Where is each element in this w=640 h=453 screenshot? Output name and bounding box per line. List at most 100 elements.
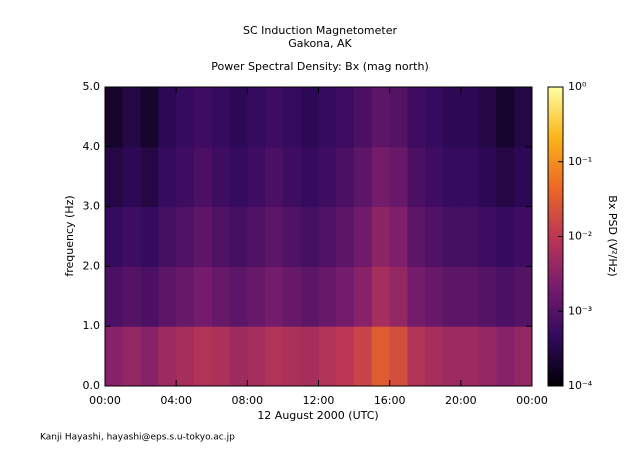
heatmap-cell <box>193 326 213 387</box>
colorbar-tick-label: 10⁰ <box>568 80 587 93</box>
heatmap-cell <box>478 266 497 327</box>
heatmap-cell <box>105 206 124 267</box>
x-tick-label: 00:00 <box>89 394 121 407</box>
heatmap-cell <box>158 326 177 387</box>
heatmap-cell <box>514 206 533 267</box>
heatmap-cell <box>229 326 248 387</box>
heatmap-cell <box>265 206 284 267</box>
x-tick-label: 20:00 <box>445 394 477 407</box>
heatmap-cell <box>407 87 426 148</box>
heatmap-cell <box>443 146 462 208</box>
heatmap-cell <box>407 206 426 267</box>
x-tick-label: 16:00 <box>374 394 406 407</box>
heatmap-cell <box>282 206 302 267</box>
heatmap-cell <box>229 87 248 148</box>
heatmap-cell <box>460 326 480 387</box>
heatmap-cell <box>496 146 515 208</box>
y-tick-label: 5.0 <box>83 80 101 93</box>
heatmap-cell <box>300 146 319 208</box>
colorbar-label: Bx PSD (V²/Hz) <box>606 195 619 276</box>
x-tick-label: 08:00 <box>231 394 263 407</box>
heatmap-cell <box>122 206 142 267</box>
heatmap-cell <box>354 146 373 208</box>
heatmap-cell <box>478 146 497 208</box>
x-axis-label: 12 August 2000 (UTC) <box>257 409 378 422</box>
y-tick-label: 0.0 <box>83 379 101 392</box>
heatmap-cell <box>105 87 124 148</box>
colorbar-tick-label: 10⁻³ <box>568 304 592 317</box>
heatmap-cell <box>105 146 124 208</box>
heatmap-cell <box>265 326 284 387</box>
heatmap-cell <box>336 266 355 327</box>
heatmap-cell <box>300 266 319 327</box>
heatmap-cell <box>425 326 444 387</box>
heatmap-cell <box>122 326 142 387</box>
heatmap-cell <box>105 266 124 327</box>
heatmap-cell <box>158 146 177 208</box>
heatmap-cell <box>193 146 213 208</box>
x-tick-label: 12:00 <box>303 394 335 407</box>
heatmap-cell <box>389 206 408 267</box>
heatmap-cell <box>282 146 302 208</box>
heatmap-cell <box>122 87 142 148</box>
heatmap-cell <box>211 266 231 327</box>
heatmap-cell <box>140 266 159 327</box>
heatmap-cell <box>158 266 177 327</box>
heatmap-cell <box>425 266 444 327</box>
heatmap-cell <box>371 266 391 327</box>
heatmap-cell <box>247 87 266 148</box>
heatmap-cell <box>318 266 337 327</box>
heatmap-cell <box>354 206 373 267</box>
heatmap-cell <box>318 87 337 148</box>
heatmap-cell <box>336 146 355 208</box>
heatmap-cell <box>211 87 231 148</box>
heatmap-cell <box>354 326 373 387</box>
heatmap-cell <box>176 146 195 208</box>
heatmap-cell <box>211 146 231 208</box>
heatmap-cell <box>158 87 177 148</box>
heatmap-cell <box>265 266 284 327</box>
heatmap-cell <box>140 206 159 267</box>
heatmap-cell <box>478 206 497 267</box>
heatmap-cell <box>371 146 391 208</box>
heatmap-cell <box>496 87 515 148</box>
heatmap-cell <box>371 206 391 267</box>
x-tick-label: 00:00 <box>516 394 548 407</box>
heatmap-cell <box>514 266 533 327</box>
heatmap-cell <box>247 146 266 208</box>
heatmap-cell <box>229 266 248 327</box>
heatmap-cell <box>371 87 391 148</box>
heatmap-cell <box>140 326 159 387</box>
colorbar-tick-label: 10⁻² <box>568 230 592 243</box>
heatmap-cell <box>514 146 533 208</box>
heatmap-cell <box>247 266 266 327</box>
heatmap-cell <box>211 326 231 387</box>
heatmap-cell <box>229 146 248 208</box>
heatmap-cell <box>460 206 480 267</box>
heatmap-cell <box>122 146 142 208</box>
heatmap-cell <box>193 206 213 267</box>
heatmap-cell <box>211 206 231 267</box>
heatmap-cell <box>336 87 355 148</box>
heatmap-cell <box>407 326 426 387</box>
heatmap-cell <box>247 326 266 387</box>
heatmap-cell <box>282 326 302 387</box>
y-tick-label: 4.0 <box>83 140 101 153</box>
heatmap-cell <box>496 206 515 267</box>
colorbar-tick-label: 10⁻¹ <box>568 155 592 168</box>
heatmap-cell <box>389 326 408 387</box>
heatmap-cell <box>460 146 480 208</box>
heatmap-cell <box>354 87 373 148</box>
colorbar-tick-label: 10⁻⁴ <box>568 379 593 392</box>
heatmap-cell <box>460 266 480 327</box>
heatmap-cell <box>389 266 408 327</box>
y-tick-label: 2.0 <box>83 259 101 272</box>
heatmap-cell <box>247 206 266 267</box>
heatmap-cell <box>176 326 195 387</box>
heatmap-cell <box>318 206 337 267</box>
heatmap-cell <box>193 87 213 148</box>
y-tick-label: 3.0 <box>83 200 101 213</box>
heatmap-cell <box>336 326 355 387</box>
heatmap-cell <box>105 326 124 387</box>
